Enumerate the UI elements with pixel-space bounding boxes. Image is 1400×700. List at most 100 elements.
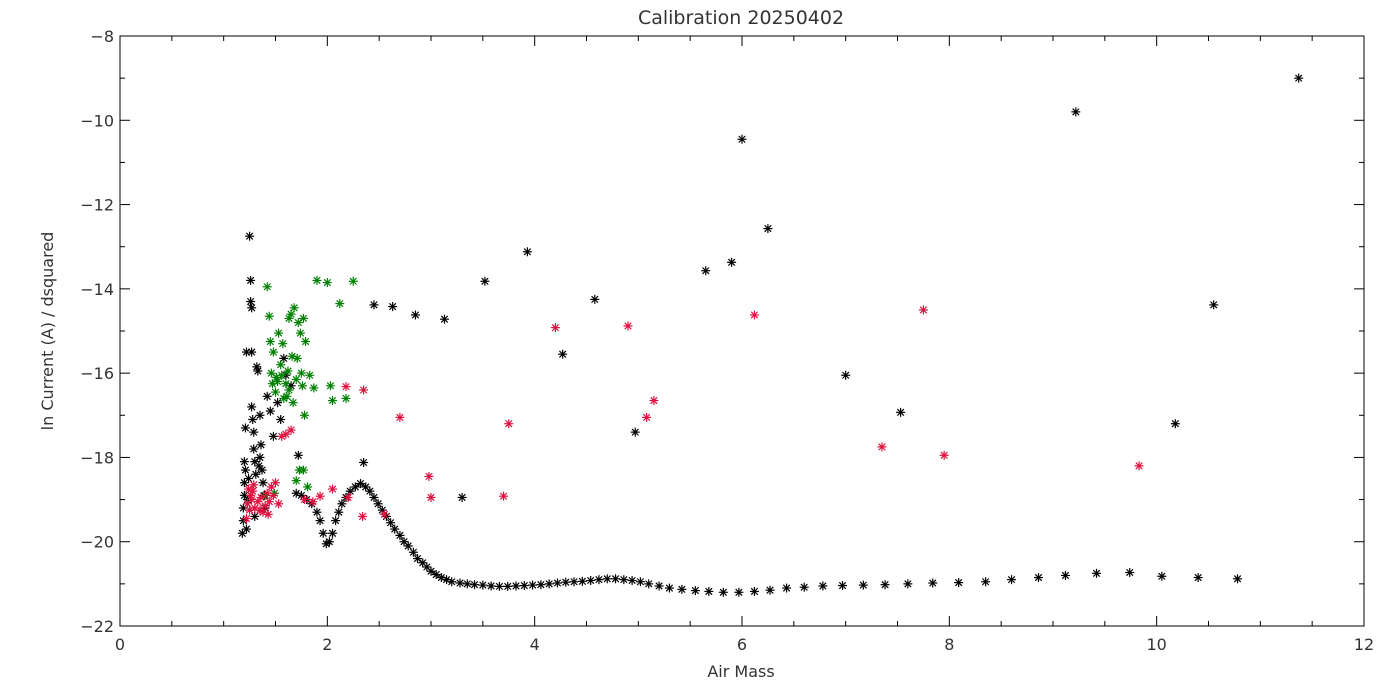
data-point xyxy=(858,580,868,590)
data-point xyxy=(253,366,263,376)
data-point xyxy=(939,450,949,460)
data-point xyxy=(749,586,759,596)
y-tick-label: −12 xyxy=(80,196,114,215)
data-point xyxy=(704,586,714,596)
data-point xyxy=(480,276,490,286)
data-point xyxy=(256,440,266,450)
x-tick-label: 8 xyxy=(944,635,954,654)
data-point xyxy=(264,497,274,507)
data-point xyxy=(282,391,292,401)
data-point xyxy=(561,577,571,587)
data-point xyxy=(403,541,413,551)
data-point xyxy=(379,509,389,519)
y-axis-label: ln Current (A) / dsquared xyxy=(38,232,57,431)
data-point xyxy=(470,580,480,590)
data-point xyxy=(1092,568,1102,578)
data-point xyxy=(265,406,275,416)
data-point xyxy=(818,581,828,591)
data-point xyxy=(260,501,270,511)
data-point xyxy=(271,387,280,397)
data-point xyxy=(718,587,728,597)
data-point xyxy=(569,577,579,587)
data-point xyxy=(486,581,496,591)
data-point xyxy=(369,300,379,310)
data-point xyxy=(247,303,257,313)
data-point xyxy=(918,305,928,315)
data-point xyxy=(328,396,338,406)
data-point xyxy=(877,442,887,452)
data-point xyxy=(286,425,296,435)
data-point xyxy=(274,328,284,338)
data-point xyxy=(315,516,325,526)
data-point xyxy=(369,492,379,502)
data-point xyxy=(552,578,562,588)
data-point xyxy=(841,370,851,380)
data-point xyxy=(478,580,488,590)
data-point xyxy=(677,584,687,594)
data-point xyxy=(247,495,257,505)
data-point xyxy=(954,578,964,588)
data-point xyxy=(331,516,341,526)
data-point xyxy=(271,478,280,488)
data-point xyxy=(334,507,344,517)
data-point xyxy=(623,321,633,331)
data-point xyxy=(301,337,311,347)
data-point xyxy=(494,581,504,591)
data-point xyxy=(1060,570,1070,580)
data-point xyxy=(258,478,268,488)
data-point xyxy=(749,310,759,320)
data-point xyxy=(248,415,258,424)
data-point xyxy=(765,585,775,595)
data-point xyxy=(799,582,809,592)
data-point xyxy=(303,482,313,492)
data-point xyxy=(249,444,259,454)
data-point xyxy=(273,377,283,387)
data-point xyxy=(291,374,301,384)
x-tick-label: 4 xyxy=(530,635,540,654)
data-point xyxy=(390,524,400,534)
data-point xyxy=(981,577,991,587)
data-point xyxy=(335,299,345,309)
data-point xyxy=(262,488,272,498)
data-point xyxy=(359,385,369,395)
data-point xyxy=(763,224,773,234)
data-point xyxy=(265,337,275,347)
data-point xyxy=(426,566,436,576)
data-point xyxy=(388,302,398,312)
data-point xyxy=(577,576,587,586)
data-point xyxy=(315,491,325,501)
data-point xyxy=(289,303,299,313)
x-tick-label: 6 xyxy=(737,635,747,654)
data-point xyxy=(318,528,328,538)
data-point xyxy=(413,554,423,564)
data-point xyxy=(255,410,265,420)
data-point xyxy=(644,579,654,589)
data-point xyxy=(359,457,369,467)
data-point xyxy=(240,423,250,433)
data-point xyxy=(365,486,375,496)
y-tick-label: −16 xyxy=(80,364,114,383)
data-point xyxy=(255,452,265,462)
data-point xyxy=(528,580,538,590)
data-point xyxy=(457,492,467,502)
y-tick-label: −18 xyxy=(80,448,114,467)
data-point xyxy=(418,558,428,568)
data-point xyxy=(272,372,282,382)
x-tick-label: 2 xyxy=(322,635,332,654)
data-point xyxy=(239,457,249,467)
data-point xyxy=(350,482,360,492)
data-point xyxy=(1125,567,1135,577)
data-point xyxy=(356,479,366,489)
data-point xyxy=(239,478,249,488)
data-point xyxy=(279,353,289,363)
data-point xyxy=(343,492,353,502)
data-point xyxy=(264,311,274,321)
data-point xyxy=(297,381,307,391)
data-point xyxy=(447,577,457,587)
chart-title: Calibration 20250402 xyxy=(638,7,844,29)
data-point xyxy=(586,575,596,585)
data-point xyxy=(462,579,472,589)
data-point xyxy=(649,396,659,406)
data-point xyxy=(251,469,261,479)
data-point xyxy=(309,383,319,393)
